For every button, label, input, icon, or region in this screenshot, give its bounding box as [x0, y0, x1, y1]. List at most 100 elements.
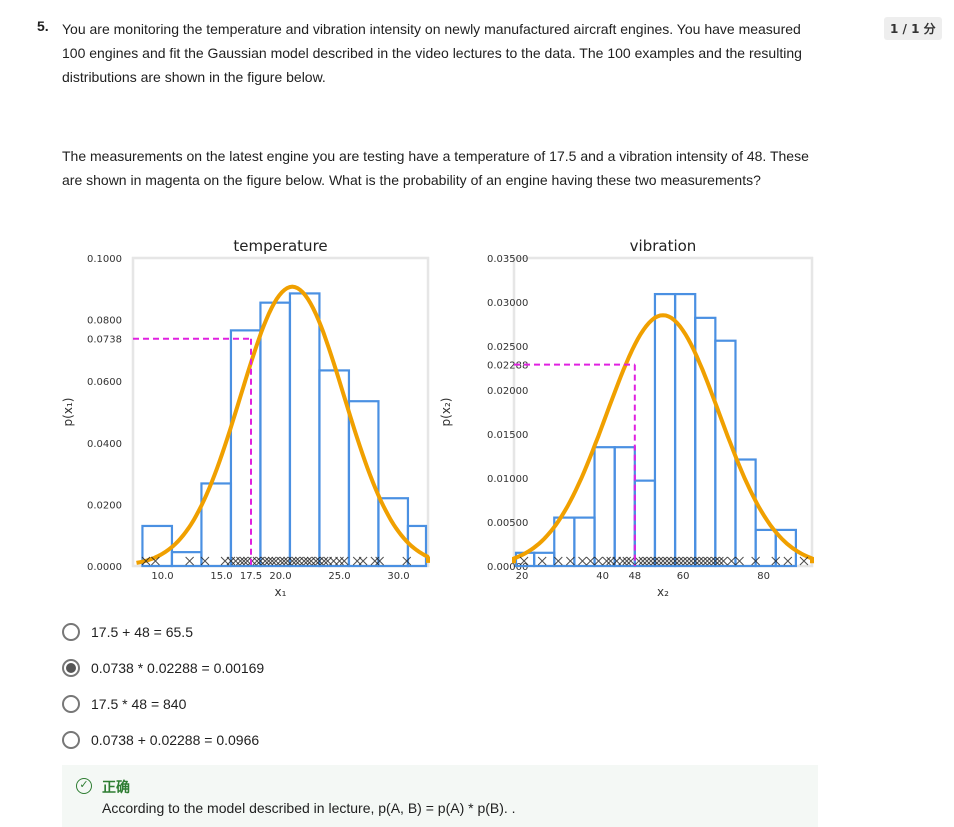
y-tick-label: 0.01000	[487, 474, 528, 485]
y-tick-label: 0.00000	[487, 562, 528, 573]
sample-marker	[618, 556, 628, 566]
option-product-prob[interactable]: 0.0738 * 0.02288 = 0.00169	[62, 656, 264, 680]
question-text-measurements: The measurements on the latest engine yo…	[62, 148, 809, 188]
figure: temperature 0.1000 0.0800 0.0738 0.0600 0.040…	[60, 230, 830, 610]
sample-marker	[690, 556, 700, 566]
y-tick-label: 0.0400	[87, 439, 122, 450]
sample-marker	[594, 556, 603, 566]
option-label: 0.0738 + 0.02288 = 0.0966	[91, 732, 260, 748]
gaussian-charts: temperature 0.1000 0.0800 0.0738 0.0600 0.040…	[61, 237, 814, 599]
histogram-bar	[734, 458, 757, 568]
sample-marker	[287, 556, 297, 566]
x-tick-label: 10.0	[151, 571, 173, 582]
sample-marker	[686, 556, 696, 566]
sample-marker	[200, 556, 210, 566]
question-number: 5.	[37, 18, 49, 34]
radio-button-selected[interactable]	[62, 659, 80, 677]
y-axis-label: p(x₁)	[61, 398, 75, 427]
sample-marker	[151, 556, 160, 566]
y-tick-label: 0.02288	[487, 361, 528, 372]
y-axis-label: p(x₂)	[439, 398, 453, 427]
gaussian-curve	[512, 313, 814, 564]
sample-marker	[537, 556, 547, 566]
x-tick-label: 48	[628, 571, 641, 582]
x-tick-label: 60	[677, 571, 690, 582]
radio-button[interactable]	[62, 731, 80, 749]
x-axis-label: x₂	[657, 585, 669, 599]
sample-marker	[553, 556, 563, 566]
x-tick-label: 30.0	[387, 571, 409, 582]
y-tick-label: 0.02500	[487, 342, 528, 353]
y-tick-label: 0.0738	[87, 335, 122, 346]
sample-marker	[626, 556, 636, 566]
sample-marker	[276, 556, 285, 566]
x-tick-label: 40	[596, 571, 609, 582]
sample-marker	[674, 556, 684, 566]
sample-marker	[735, 556, 744, 566]
feedback-status: 正确	[102, 779, 130, 795]
sample-marker	[602, 556, 611, 566]
score-badge: 1 / 1 分	[884, 17, 942, 40]
radio-button[interactable]	[62, 623, 80, 641]
x-tick-label: 80	[757, 571, 770, 582]
gaussian-curve	[136, 284, 430, 565]
sample-marker	[586, 556, 595, 566]
sample-marker	[727, 556, 736, 566]
sample-marker	[751, 556, 760, 566]
sample-marker	[666, 556, 676, 566]
sample-marker	[612, 556, 622, 566]
y-tick-label: 0.03500	[487, 254, 528, 265]
sample-marker	[694, 556, 704, 566]
y-tick-label: 0.03000	[487, 298, 528, 309]
histogram-bar	[347, 400, 380, 568]
sample-marker	[771, 556, 781, 566]
y-tick-label: 0.02000	[487, 386, 528, 397]
feedback-box: ✓ 正确 According to the model described in…	[62, 765, 818, 827]
x-tick-label: 20	[516, 571, 529, 582]
sample-marker	[267, 556, 277, 566]
y-tick-label: 0.0000	[87, 562, 122, 573]
sample-marker	[715, 556, 724, 566]
option-sum-prob[interactable]: 0.0738 + 0.02288 = 0.0966	[62, 728, 259, 752]
option-sum-raw[interactable]: 17.5 + 48 = 65.5	[62, 620, 193, 644]
y-tick-label: 0.01500	[487, 430, 528, 441]
sample-marker	[185, 556, 194, 566]
chart-title: vibration	[630, 237, 697, 255]
sample-marker	[339, 556, 349, 566]
sample-marker	[642, 556, 652, 566]
question-text: You are monitoring the temperature and v…	[62, 21, 802, 85]
sample-marker	[658, 556, 668, 566]
sample-marker	[375, 556, 384, 566]
plot-frame-0	[131, 256, 430, 568]
x-tick-label: 15.0	[210, 571, 232, 582]
sample-marker	[654, 556, 664, 566]
option-product-raw[interactable]: 17.5 * 48 = 840	[62, 692, 186, 716]
sample-marker	[578, 556, 587, 566]
x-tick-label: 17.5	[240, 571, 262, 582]
sample-marker	[236, 556, 245, 566]
sample-marker	[706, 556, 716, 566]
sample-marker	[702, 556, 712, 566]
sample-marker	[264, 556, 274, 566]
sample-marker	[670, 556, 680, 566]
sample-marker	[291, 556, 301, 566]
sample-marker	[303, 556, 312, 566]
sample-marker	[710, 556, 720, 566]
sample-marker	[141, 556, 151, 566]
sample-marker	[566, 556, 575, 566]
sample-marker	[358, 556, 368, 566]
sample-marker	[260, 556, 270, 566]
sample-marker	[299, 556, 309, 566]
feedback-text: According to the model described in lect…	[102, 800, 516, 816]
sample-marker	[319, 556, 329, 566]
sample-marker	[682, 556, 692, 566]
y-tick-label: 0.0800	[87, 316, 122, 327]
option-label: 17.5 + 48 = 65.5	[91, 624, 193, 640]
sample-marker	[719, 556, 728, 566]
radio-button[interactable]	[62, 695, 80, 713]
option-label: 17.5 * 48 = 840	[91, 696, 187, 712]
x-axis-label: x₁	[275, 585, 287, 599]
option-label: 0.0738 * 0.02288 = 0.00169	[91, 660, 265, 676]
sample-marker	[519, 556, 529, 566]
sample-marker	[662, 556, 672, 566]
